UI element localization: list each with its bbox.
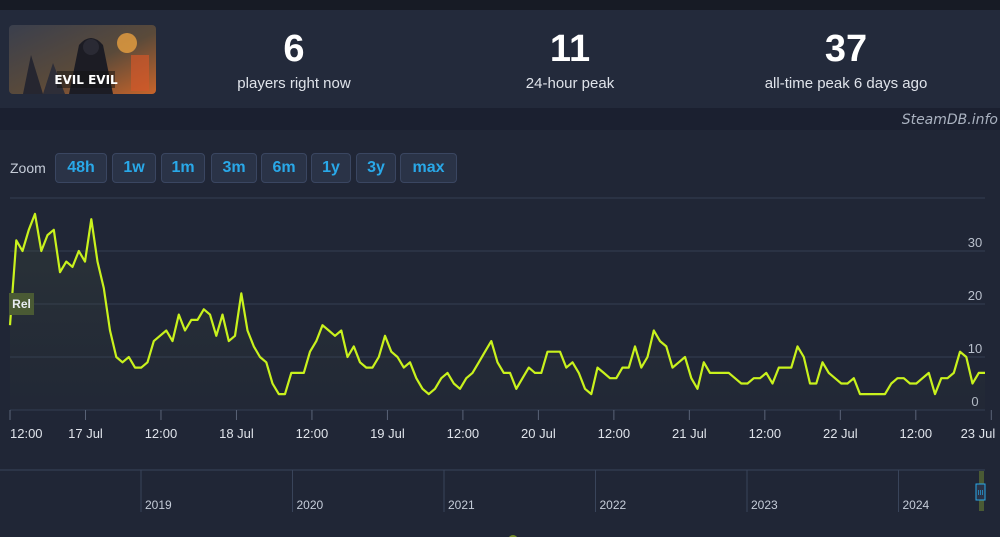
- x-tick-label: 21 Jul: [672, 426, 707, 441]
- divider-band: [0, 108, 1000, 130]
- game-thumbnail-art: EVIL EVIL: [9, 25, 156, 94]
- all-time-peak-value: 37: [824, 28, 868, 70]
- x-tick-label: 12:00: [447, 426, 480, 441]
- peak-24h-label: 24-hour peak: [525, 75, 615, 92]
- release-marker[interactable]: Rel: [9, 293, 34, 315]
- x-tick-label: 22 Jul: [823, 426, 858, 441]
- navigator-year-label: 2019: [145, 498, 172, 512]
- x-axis: 12:00 17 Jul 12:00 18 Jul 12:00 19 Jul 12:00 20…: [9, 410, 996, 441]
- top-strip: [0, 0, 1000, 10]
- navigator-year-label: 2023: [751, 498, 778, 512]
- zoom-button-3m[interactable]: 3m: [211, 153, 257, 183]
- y-tick-label: 20: [968, 288, 982, 303]
- steamdb-credit[interactable]: SteamDB.info: [901, 112, 998, 128]
- x-tick-label: 12:00: [145, 426, 178, 441]
- zoom-button-max[interactable]: max: [400, 153, 457, 183]
- stat-24h-peak: 11 24-hour peak: [440, 28, 700, 92]
- zoom-label: Zoom: [10, 160, 46, 176]
- zoom-button-1w[interactable]: 1w: [112, 153, 156, 183]
- zoom-button-48h[interactable]: 48h: [55, 153, 107, 183]
- current-players-value: 6: [283, 28, 305, 70]
- y-tick-label: 30: [968, 235, 982, 250]
- stats-bar: EVIL EVIL 6 players right now 11 24-hour…: [0, 10, 1000, 108]
- x-tick-label: 12:00: [900, 426, 933, 441]
- current-players-label: players right now: [237, 75, 351, 92]
- y-tick-label: 10: [968, 341, 982, 356]
- zoom-button-6m[interactable]: 6m: [261, 153, 307, 183]
- all-time-peak-label: all-time peak 6 days ago: [764, 75, 928, 92]
- stat-current-players: 6 players right now: [164, 28, 424, 92]
- x-tick-label: 12:00: [749, 426, 782, 441]
- zoom-button-1m[interactable]: 1m: [161, 153, 205, 183]
- x-tick-label: 12:00: [10, 426, 43, 441]
- zoom-button-1y[interactable]: 1y: [311, 153, 351, 183]
- series-line: [8, 212, 985, 396]
- series-area: [10, 213, 985, 410]
- game-logo-text: EVIL EVIL: [54, 73, 118, 87]
- x-tick-label: 18 Jul: [219, 426, 254, 441]
- x-tick-label: 12:00: [598, 426, 631, 441]
- navigator-handle-label: III: [978, 490, 984, 497]
- range-navigator[interactable]: 2019 2020 2021 2022 2023 2024 III: [0, 469, 986, 512]
- zoom-button-3y[interactable]: 3y: [356, 153, 396, 183]
- release-marker-box: [9, 293, 34, 315]
- x-tick-label: 17 Jul: [68, 426, 103, 441]
- stat-all-time-peak: 37 all-time peak 6 days ago: [716, 28, 976, 92]
- x-tick-label: 12:00: [296, 426, 329, 441]
- navigator-year-label: 2022: [600, 498, 627, 512]
- x-tick-label: 23 Jul: [961, 426, 996, 441]
- navigator-year-label: 2020: [297, 498, 324, 512]
- peak-24h-value: 11: [549, 28, 591, 70]
- game-thumbnail[interactable]: EVIL EVIL: [9, 25, 156, 94]
- x-tick-label: 19 Jul: [370, 426, 405, 441]
- x-tick-label: 20 Jul: [521, 426, 556, 441]
- navigator-year-label: 2021: [448, 498, 475, 512]
- navigator-year-label: 2024: [903, 498, 930, 512]
- navigator-handle[interactable]: [975, 483, 986, 501]
- release-marker-label: Rel: [12, 297, 31, 311]
